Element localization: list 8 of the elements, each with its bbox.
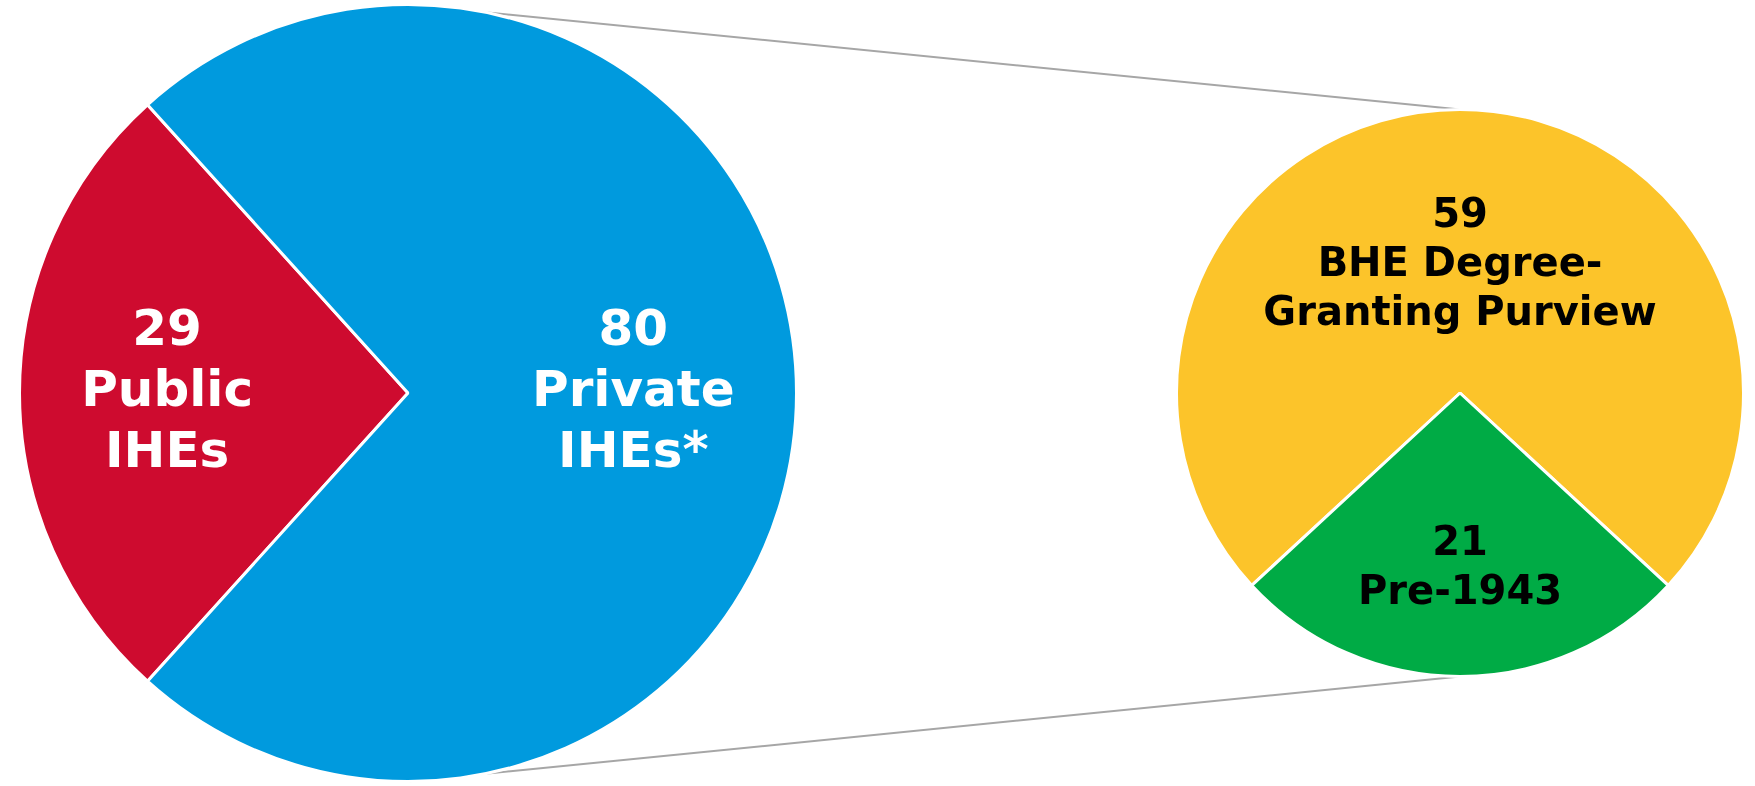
- data-label: 80: [598, 298, 669, 357]
- slice-label: Public IHEs: [81, 359, 254, 479]
- data-label: 21: [1432, 517, 1488, 564]
- data-label: 59: [1432, 190, 1488, 237]
- slice-label: Private IHEs*: [532, 359, 735, 479]
- data-label: 29: [132, 298, 202, 357]
- slice-label: Pre-1943: [1357, 566, 1563, 613]
- slice-label: BHE Degree-Granting Purview: [1263, 238, 1657, 334]
